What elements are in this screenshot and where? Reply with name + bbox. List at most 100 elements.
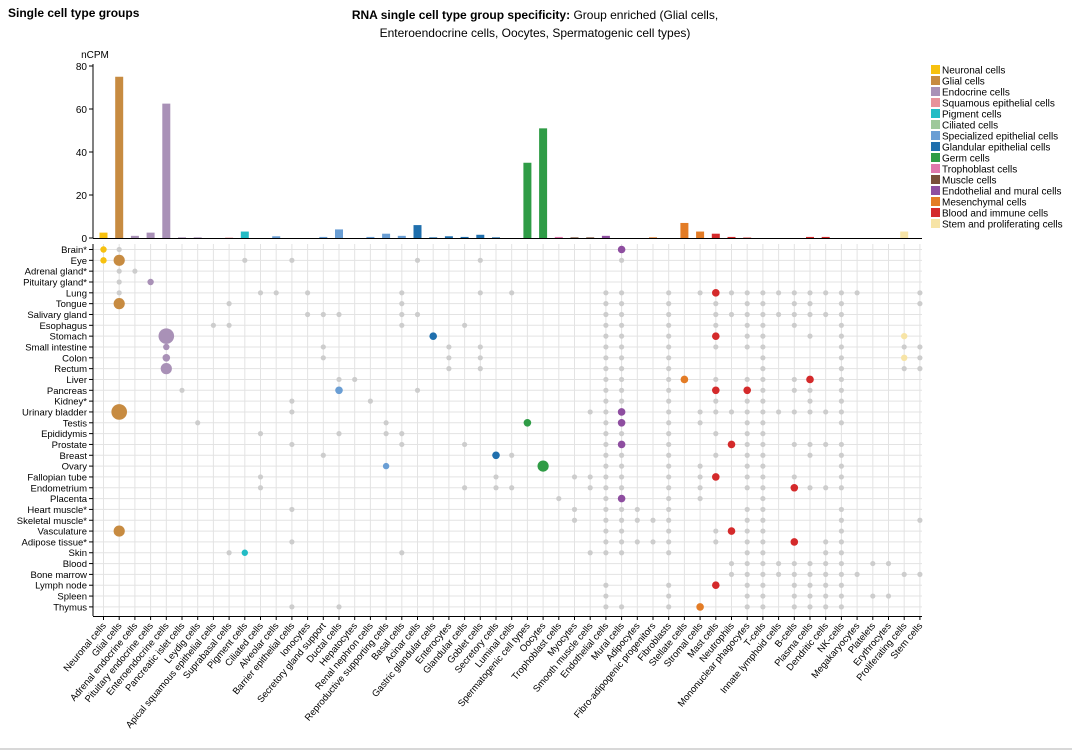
dot (399, 301, 405, 307)
dot (760, 550, 766, 556)
dot (446, 344, 452, 350)
dot (587, 409, 593, 415)
dot (666, 344, 672, 350)
dot (241, 549, 248, 556)
dot (226, 550, 232, 556)
dot (257, 474, 264, 480)
dot (257, 485, 264, 491)
dot (838, 604, 845, 610)
dot (666, 322, 672, 328)
legend-swatch (931, 175, 940, 184)
dot (791, 582, 797, 588)
dot (320, 452, 326, 458)
tissue-label: Lymph node (35, 581, 87, 592)
dot (603, 604, 609, 610)
y-axis-label: nCPM (81, 50, 109, 61)
dot (493, 474, 499, 480)
dot (838, 290, 845, 296)
bar (476, 234, 485, 238)
dot (760, 517, 766, 523)
dot (666, 485, 672, 491)
bar (240, 231, 249, 238)
dot (744, 441, 750, 448)
dot (791, 322, 797, 328)
dot (854, 290, 860, 296)
dot (163, 343, 170, 351)
dot (603, 495, 609, 502)
dot (617, 440, 626, 449)
dot (744, 571, 750, 578)
dot (838, 517, 845, 523)
dot (666, 593, 672, 599)
dot (666, 495, 672, 502)
dot (917, 344, 923, 350)
dot (790, 483, 799, 492)
tissue-label: Prostate (52, 440, 87, 451)
dot (523, 418, 532, 427)
panel-title: Single cell type groups (8, 6, 140, 20)
dot (838, 485, 845, 491)
dot (823, 604, 829, 610)
dot (838, 441, 845, 448)
dot (619, 452, 625, 458)
dot (414, 257, 421, 263)
dot (807, 301, 813, 307)
dot (603, 355, 609, 361)
tissue-label: Brain* (61, 245, 87, 256)
dot (760, 571, 766, 578)
dot (744, 431, 750, 437)
dot (917, 355, 923, 361)
dot (760, 441, 766, 448)
dot (162, 354, 171, 362)
dot (619, 366, 625, 372)
dot (429, 332, 438, 340)
tissue-label: Liver (66, 375, 87, 386)
dot (697, 463, 703, 469)
dot (477, 257, 483, 263)
y-tick-label: 40 (76, 148, 88, 159)
dot (743, 386, 751, 395)
bar (382, 233, 391, 238)
dot (917, 366, 923, 372)
dot (760, 474, 766, 480)
dot (603, 322, 609, 328)
dot (113, 298, 125, 310)
dot (619, 431, 625, 437)
legend-swatch (931, 65, 940, 74)
bar (900, 231, 909, 238)
dot (619, 355, 625, 361)
dot (901, 344, 907, 350)
dot (666, 409, 672, 415)
dot (744, 528, 750, 534)
dot (603, 485, 609, 491)
dot (776, 290, 782, 296)
dot (352, 376, 358, 383)
dot (713, 376, 719, 383)
dot (619, 376, 625, 383)
dot (885, 560, 892, 567)
dot (697, 495, 703, 502)
tissue-label: Tongue (56, 299, 87, 310)
legend-swatch (931, 219, 940, 228)
dot (760, 528, 766, 534)
dot (666, 387, 672, 393)
bar (601, 235, 610, 238)
dot (744, 409, 750, 415)
dot (399, 322, 405, 328)
dot (289, 506, 295, 513)
dot (823, 550, 829, 556)
dot (776, 311, 782, 318)
dot (320, 311, 326, 318)
dot (838, 560, 845, 567)
dot (744, 474, 750, 480)
dot (901, 354, 908, 361)
legend-swatch (931, 76, 940, 85)
dot (666, 550, 672, 556)
dot (603, 582, 609, 588)
bar (413, 225, 422, 238)
dot (807, 387, 813, 393)
tissue-label: Blood (63, 559, 87, 570)
dot (791, 604, 797, 610)
dot (838, 311, 845, 318)
dot (760, 398, 766, 404)
